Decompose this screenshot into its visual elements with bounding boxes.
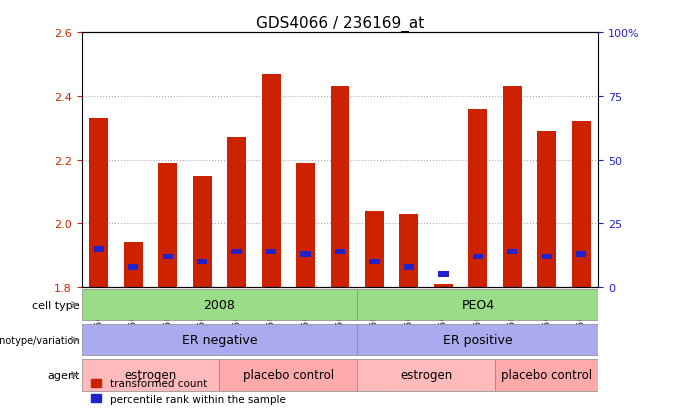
Bar: [365, 211, 384, 287]
Bar: [399, 214, 418, 287]
Bar: [231, 249, 242, 255]
Bar: [197, 259, 207, 265]
Bar: [369, 259, 379, 265]
Bar: [503, 87, 522, 287]
FancyBboxPatch shape: [357, 324, 598, 356]
Text: agent: agent: [48, 370, 80, 380]
Bar: [94, 247, 104, 252]
FancyBboxPatch shape: [220, 359, 357, 391]
Text: 2008: 2008: [203, 299, 235, 311]
Bar: [158, 164, 177, 287]
Text: genotype/variation: genotype/variation: [0, 335, 80, 345]
Bar: [296, 164, 315, 287]
Bar: [227, 138, 246, 287]
Bar: [572, 122, 591, 287]
Text: placebo control: placebo control: [243, 368, 334, 381]
Text: cell type: cell type: [32, 300, 80, 310]
Bar: [89, 119, 108, 287]
Text: ER positive: ER positive: [443, 333, 513, 347]
Bar: [537, 132, 556, 287]
Text: estrogen: estrogen: [400, 368, 452, 381]
Bar: [128, 264, 139, 270]
Bar: [469, 109, 488, 287]
FancyBboxPatch shape: [495, 359, 598, 391]
Bar: [330, 87, 350, 287]
FancyBboxPatch shape: [357, 289, 598, 320]
Bar: [404, 264, 414, 270]
Text: ER negative: ER negative: [182, 333, 257, 347]
FancyBboxPatch shape: [357, 359, 495, 391]
Bar: [301, 252, 311, 257]
FancyBboxPatch shape: [82, 324, 357, 356]
FancyBboxPatch shape: [82, 359, 220, 391]
Bar: [434, 284, 453, 287]
Text: estrogen: estrogen: [124, 368, 177, 381]
Bar: [192, 176, 211, 287]
Bar: [507, 249, 517, 255]
Bar: [576, 252, 586, 257]
FancyBboxPatch shape: [82, 289, 357, 320]
Bar: [262, 74, 281, 287]
Bar: [473, 254, 483, 260]
Legend: transformed count, percentile rank within the sample: transformed count, percentile rank withi…: [87, 374, 290, 408]
Bar: [335, 249, 345, 255]
Bar: [438, 272, 449, 278]
Bar: [163, 254, 173, 260]
Title: GDS4066 / 236169_at: GDS4066 / 236169_at: [256, 16, 424, 32]
Text: PEO4: PEO4: [461, 299, 494, 311]
Bar: [541, 254, 552, 260]
Bar: [124, 243, 143, 287]
Bar: [266, 249, 276, 255]
Text: placebo control: placebo control: [501, 368, 592, 381]
